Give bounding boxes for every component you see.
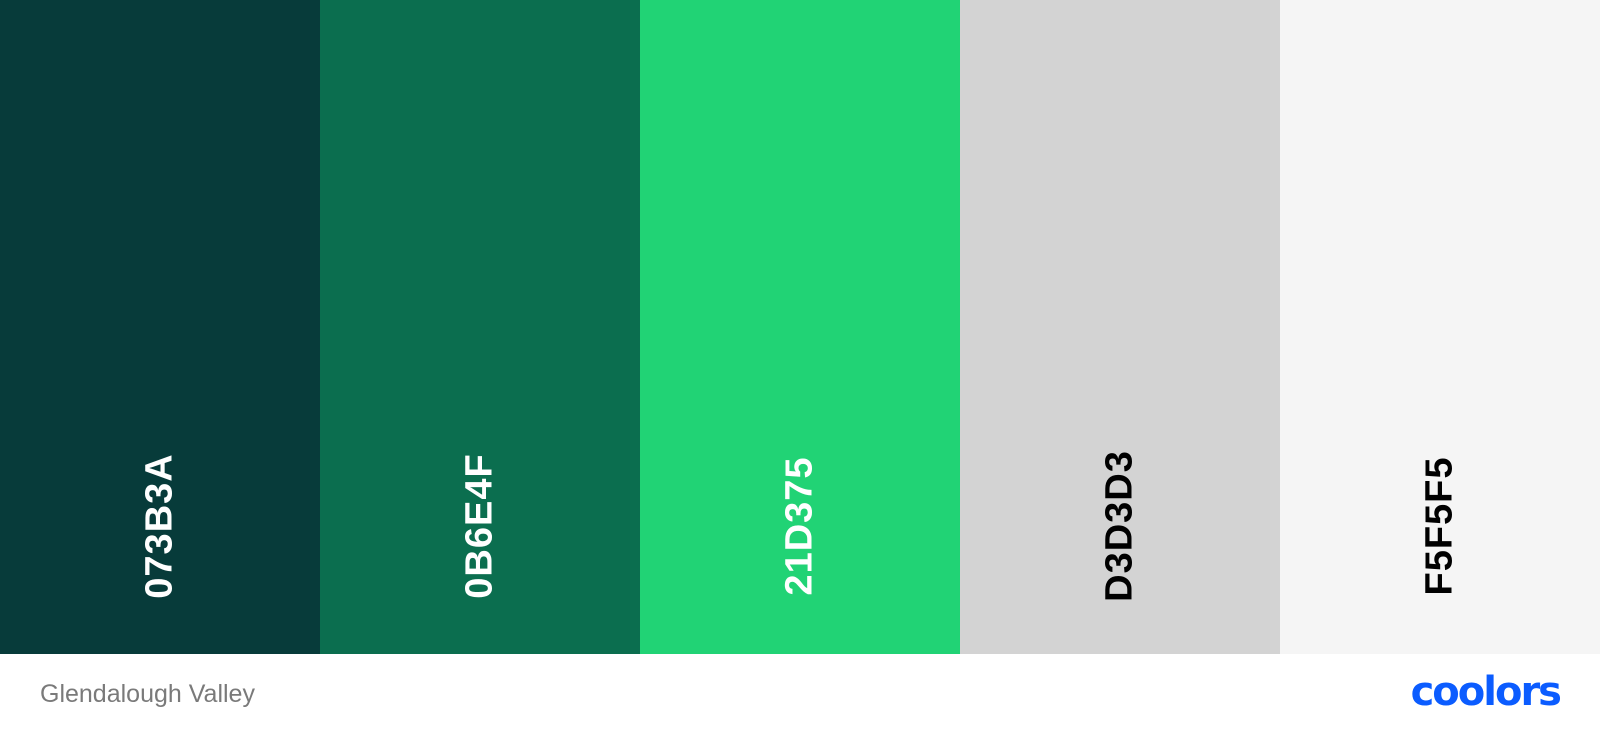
color-swatch-1[interactable]: 073B3A bbox=[0, 0, 320, 654]
color-swatch-4[interactable]: D3D3D3 bbox=[960, 0, 1280, 654]
coolors-logo[interactable]: coolors bbox=[1410, 669, 1562, 715]
swatch-hex-code: 0B6E4F bbox=[458, 453, 501, 599]
palette-footer: Glendalough Valley coolors bbox=[0, 654, 1600, 734]
swatch-hex-code: 073B3A bbox=[138, 453, 181, 599]
color-swatch-5[interactable]: F5F5F5 bbox=[1280, 0, 1600, 654]
swatch-hex-code: F5F5F5 bbox=[1418, 456, 1461, 596]
palette-name: Glendalough Valley bbox=[40, 680, 255, 708]
color-swatch-2[interactable]: 0B6E4F bbox=[320, 0, 640, 654]
color-swatch-3[interactable]: 21D375 bbox=[640, 0, 960, 654]
color-palette: 073B3A 0B6E4F 21D375 D3D3D3 F5F5F5 bbox=[0, 0, 1600, 654]
swatch-hex-code: D3D3D3 bbox=[1098, 450, 1141, 602]
swatch-hex-code: 21D375 bbox=[778, 456, 821, 596]
